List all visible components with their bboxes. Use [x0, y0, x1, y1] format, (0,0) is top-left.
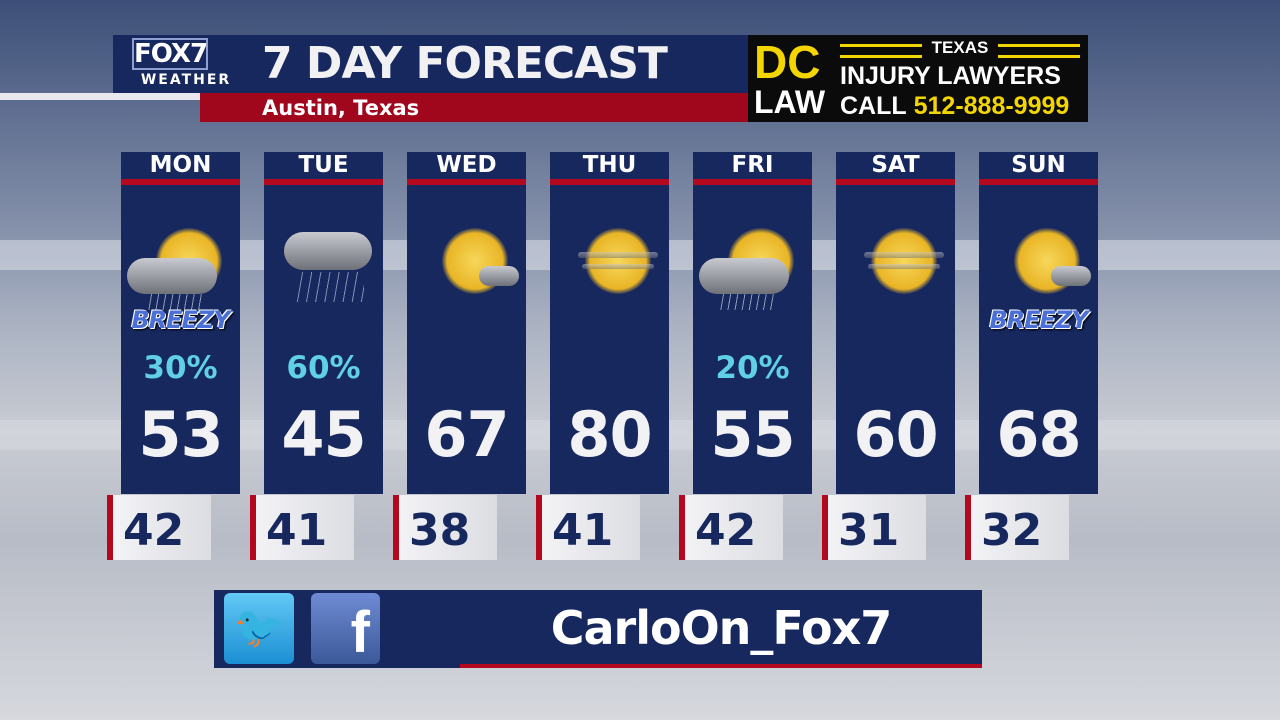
day-label: WED [407, 152, 526, 185]
sponsor-ad: DC LAW TEXAS INJURY LAWYERS CALL 512-888… [748, 35, 1088, 122]
ad-brand-law: LAW [754, 84, 826, 120]
location-bar [200, 93, 748, 122]
day-column: TUE 60% 45 [264, 152, 383, 494]
thunderstorm-partly-sunny-icon [127, 222, 231, 312]
logo-weather: WEATHER [140, 72, 232, 88]
precip-chance: 60% [286, 350, 361, 386]
facebook-f-icon: f [311, 593, 380, 665]
header-accent-line [0, 93, 200, 100]
breezy-label: BREEZY [131, 306, 230, 334]
precip-chance: 30% [143, 350, 218, 386]
high-temp: 45 [281, 398, 366, 471]
precip-chance: 20% [715, 350, 790, 386]
day-label: MON [121, 152, 240, 185]
location-label: Austin, Texas [262, 96, 420, 120]
day-label: FRI [693, 152, 812, 185]
low-temp: 41 [536, 495, 640, 560]
day-column: FRI 20% 55 [693, 152, 812, 494]
page-title: 7 DAY FORECAST [262, 38, 668, 89]
social-bar: 🐦 f CarloOn_Fox7 [214, 590, 982, 668]
day-column: SUN BREEZY 68 [979, 152, 1098, 494]
breezy-label: BREEZY [989, 306, 1088, 334]
handle-underline [460, 664, 982, 668]
mostly-sunny-icon [417, 222, 519, 312]
day-label: SUN [979, 152, 1098, 185]
fox7-weather-logo: FOX7 WEATHER [132, 38, 240, 90]
mostly-sunny-icon [989, 222, 1091, 312]
hazy-sun-icon [846, 222, 946, 312]
high-temp: 68 [996, 398, 1081, 471]
cloudy-rain-icon [274, 222, 374, 312]
high-temp: 53 [138, 398, 223, 471]
ad-brand-dc: DC [754, 36, 821, 88]
day-label: THU [550, 152, 669, 185]
day-column: WED 67 [407, 152, 526, 494]
ad-phone: 512-888-9999 [913, 92, 1070, 120]
partly-sunny-showers-icon [699, 222, 803, 312]
low-temp: 32 [965, 495, 1069, 560]
ad-call-label: CALL [840, 92, 907, 120]
ad-state: TEXAS [840, 39, 1080, 58]
low-temp: 42 [107, 495, 211, 560]
social-handle: CarloOn_Fox7 [550, 601, 893, 655]
high-temp: 80 [567, 398, 652, 471]
twitter-bird-icon: 🐦 [224, 593, 294, 664]
hazy-sun-icon [560, 222, 660, 312]
high-temp: 67 [424, 398, 509, 471]
logo-fox7: FOX7 [132, 38, 208, 70]
low-temp: 38 [393, 495, 497, 560]
high-temp: 60 [853, 398, 938, 471]
day-column: THU 80 [550, 152, 669, 494]
low-temp: 31 [822, 495, 926, 560]
day-column: MON BREEZY 30% 53 [121, 152, 240, 494]
high-temp: 55 [710, 398, 795, 471]
header-bar [113, 35, 748, 93]
day-label: SAT [836, 152, 955, 185]
ad-call: CALL 512-888-9999 [840, 91, 1069, 121]
day-column: SAT 60 [836, 152, 955, 494]
day-label: TUE [264, 152, 383, 185]
low-temp: 41 [250, 495, 354, 560]
ad-tagline: INJURY LAWYERS [840, 62, 1061, 90]
low-temp: 42 [679, 495, 783, 560]
